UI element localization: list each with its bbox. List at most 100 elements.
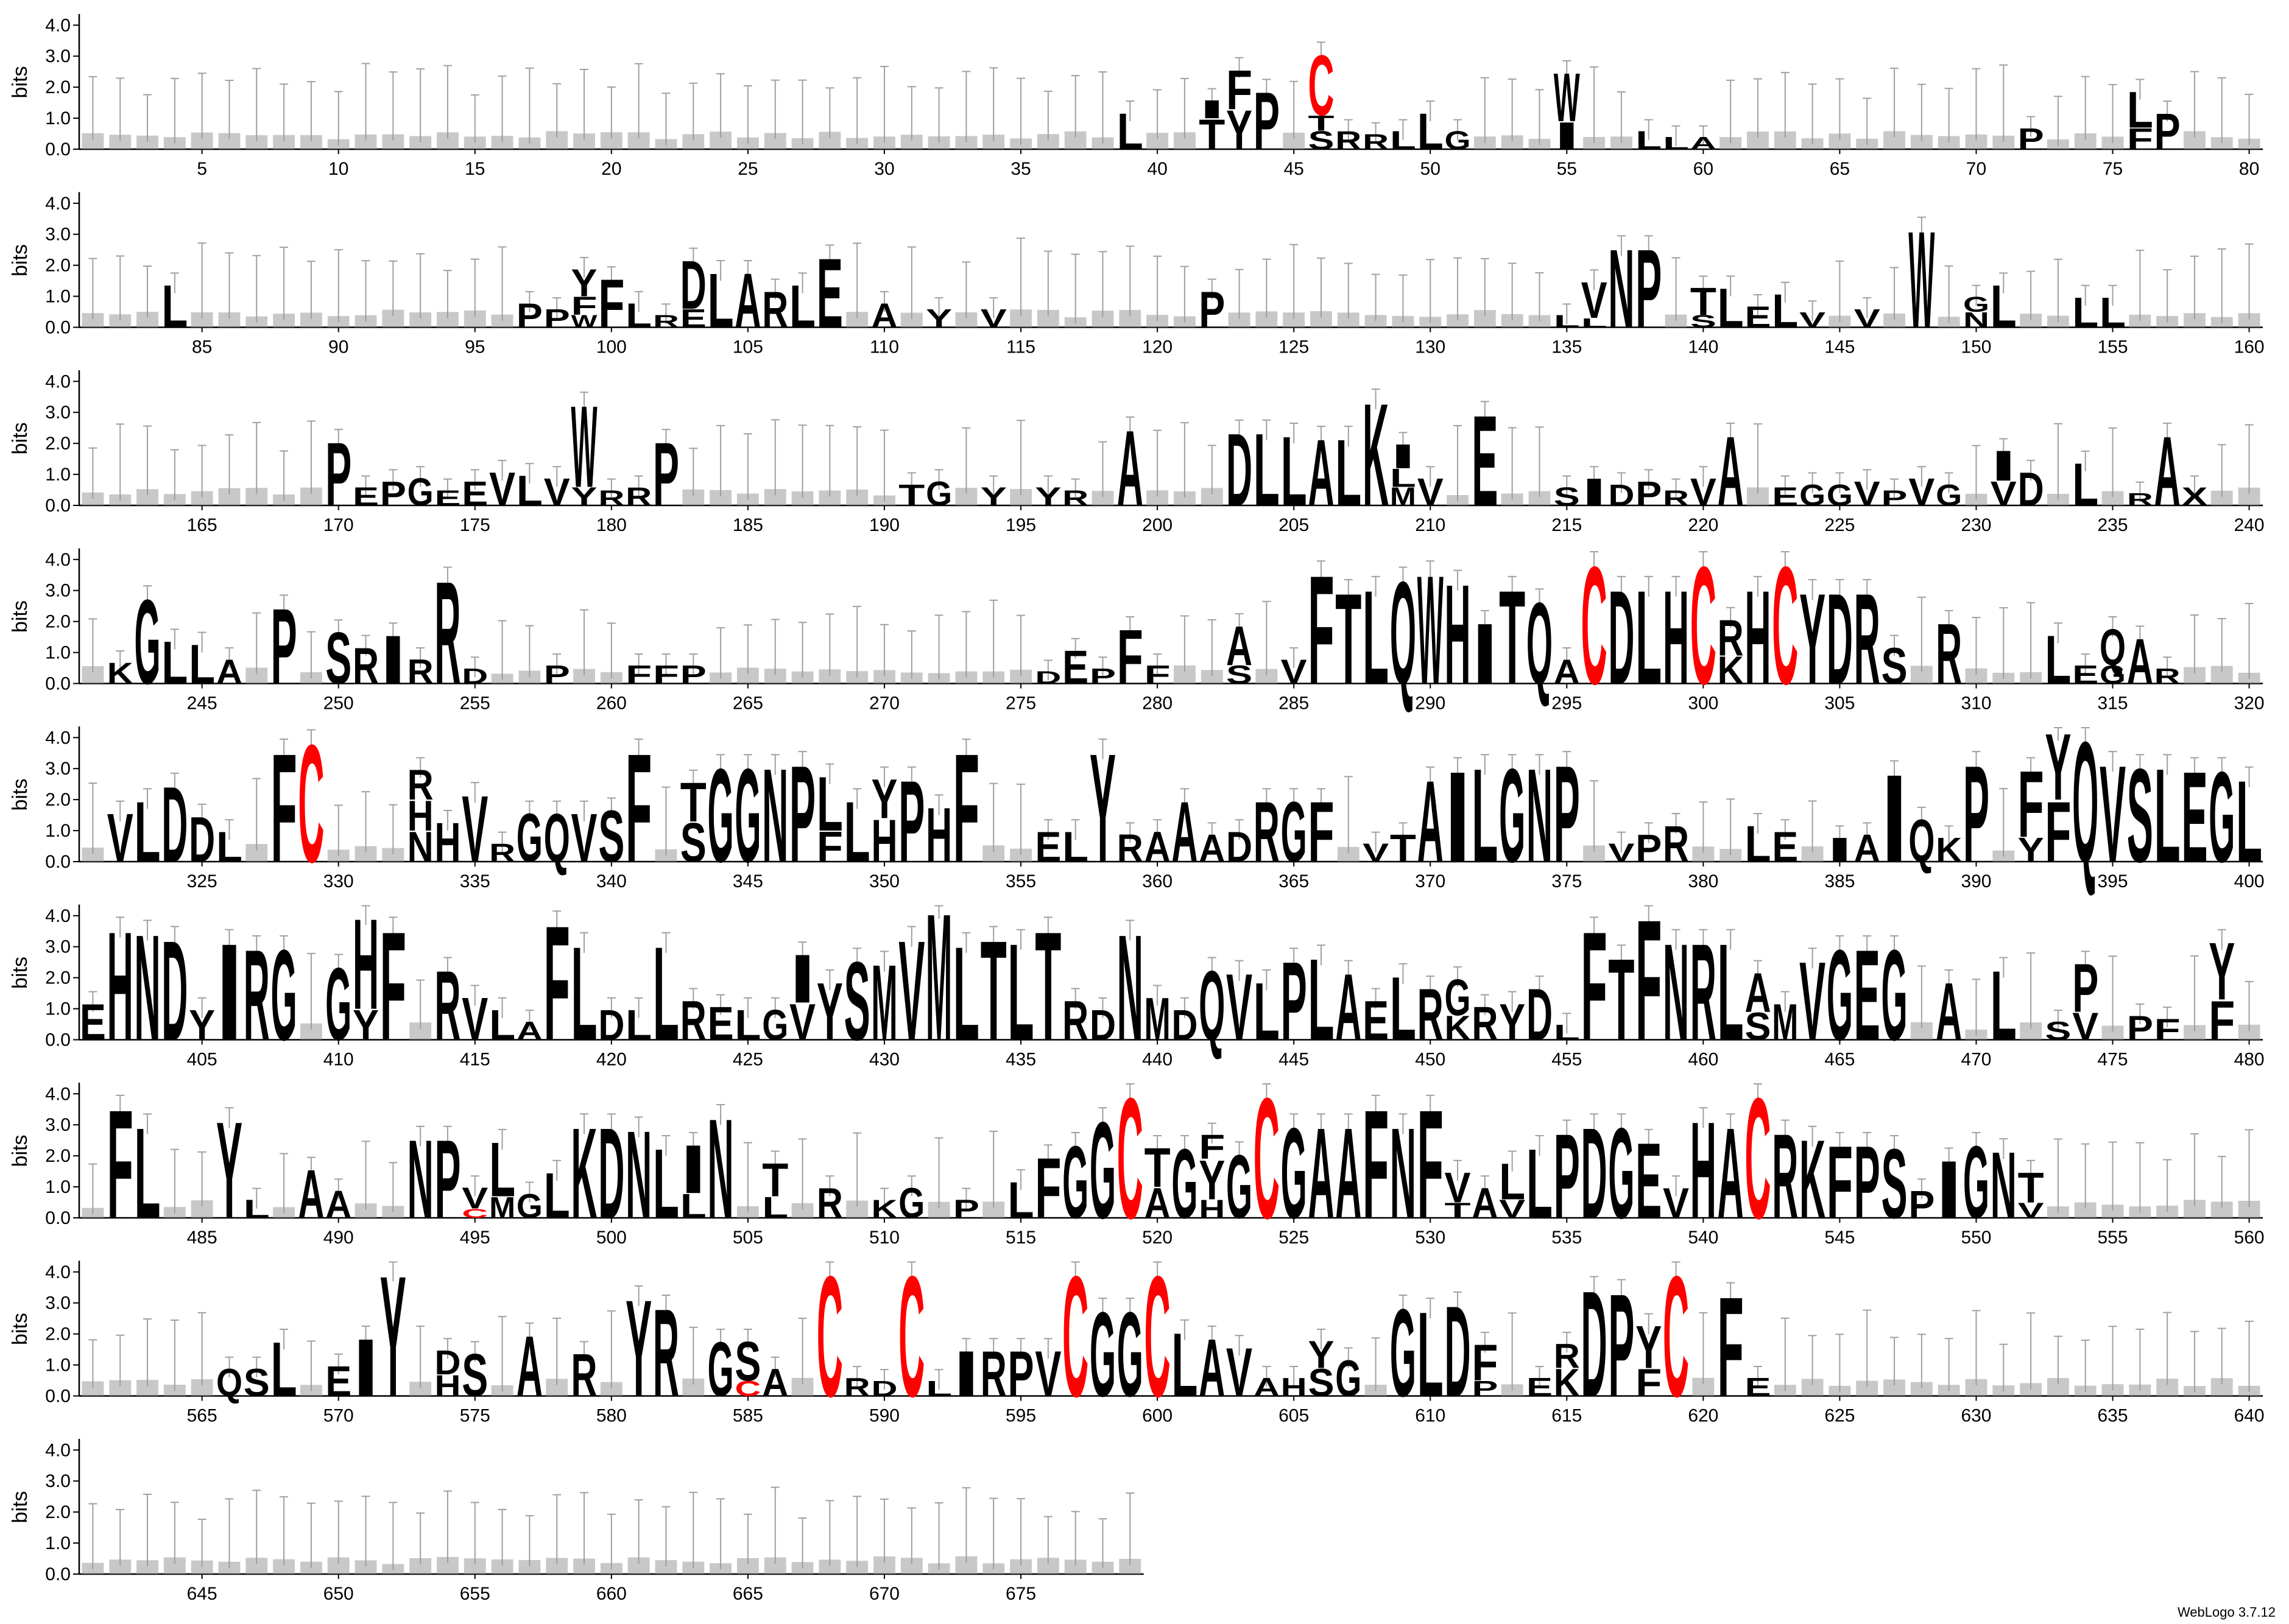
logo-letter: F: [1472, 1334, 1498, 1391]
low-info-stack: [2101, 491, 2124, 505]
logo-letter: P: [953, 1195, 979, 1224]
logo-letter: A: [216, 653, 242, 691]
logo-letter: W: [1554, 60, 1580, 137]
logo-letter: G: [2100, 661, 2126, 689]
low-info-stack: [1119, 1559, 1141, 1574]
low-info-stack: [109, 1380, 132, 1396]
logo-letter: A: [1472, 1179, 1498, 1227]
y-tick-label: 4.0: [45, 728, 71, 748]
y-tick-label: 2.0: [45, 612, 71, 632]
low-info-stack: [1938, 136, 1960, 149]
low-info-stack: [1829, 133, 1851, 149]
low-info-stack: [1965, 1029, 1987, 1040]
low-info-stack: [327, 1557, 350, 1574]
low-info-stack: [191, 1560, 213, 1574]
logo-letter: T: [1335, 567, 1361, 711]
logo-letter: E: [2072, 661, 2098, 689]
x-tick-label: 495: [460, 1228, 490, 1248]
logo-letter: D: [1581, 1259, 1607, 1428]
logo-letter: S: [1308, 127, 1334, 155]
logo-letter: C: [1062, 1240, 1088, 1433]
low-info-stack: [655, 1560, 677, 1574]
low-info-stack: [1938, 317, 1960, 328]
logo-letter: L: [1581, 316, 1607, 331]
logo-letter: P: [2018, 122, 2044, 156]
low-info-stack: [1965, 668, 1987, 684]
low-info-stack: [1473, 310, 1496, 328]
low-info-stack: [163, 494, 186, 505]
low-info-stack: [928, 1201, 950, 1218]
low-info-stack: [491, 1559, 513, 1574]
low-info-stack: [600, 1382, 623, 1396]
logo-letter: Y: [981, 483, 1007, 511]
logo-letter: V: [2100, 737, 2126, 891]
logo-letter: L: [189, 633, 215, 696]
logo-letter: F: [1308, 543, 1334, 717]
logo-letter: V: [898, 912, 925, 1070]
logo-letter: R: [1363, 130, 1389, 153]
x-tick-label: 375: [1551, 871, 1582, 891]
logo-letter: H: [434, 811, 460, 874]
logo-letter: P: [325, 423, 351, 525]
low-info-stack: [2020, 672, 2042, 684]
x-tick-label: 525: [1279, 1228, 1309, 1248]
low-info-stack: [955, 671, 978, 684]
low-info-stack: [1010, 669, 1032, 684]
y-tick-label: 1.0: [45, 465, 71, 485]
logo-letter: L: [1499, 1153, 1525, 1211]
x-tick-label: 240: [2234, 515, 2265, 535]
logo-letter: G: [1171, 1128, 1197, 1239]
logo-letter: L: [735, 1002, 761, 1049]
y-tick-label: 3.0: [45, 1471, 71, 1491]
logo-letter: L: [2127, 81, 2153, 139]
low-info-stack: [1146, 315, 1169, 328]
low-info-stack: [819, 132, 841, 149]
logo-letter: V: [1281, 653, 1307, 691]
low-info-stack: [1037, 309, 1059, 328]
logo-letter: T: [1445, 1198, 1471, 1222]
logo-letter: E: [353, 483, 379, 511]
low-info-stack: [873, 1556, 895, 1574]
low-info-stack: [163, 1557, 186, 1574]
low-info-stack: [1173, 132, 1196, 149]
logo-letter: F: [1718, 1268, 1744, 1427]
logo-letter: K: [571, 1101, 598, 1245]
logo-letter: A: [1308, 420, 1334, 526]
logo-letter: F: [2045, 783, 2071, 880]
logo-letter: Y: [2209, 926, 2235, 1017]
logo-letter: L: [271, 1326, 297, 1413]
low-info-stack: [2020, 1022, 2042, 1040]
logo-letter: G: [708, 740, 734, 890]
logo-letter: H: [926, 791, 952, 878]
logo-letter: P: [1882, 486, 1908, 510]
x-tick-label: 650: [323, 1584, 354, 1604]
x-tick-label: 505: [733, 1228, 763, 1248]
low-info-stack: [1010, 848, 1032, 862]
x-tick-label: 630: [1961, 1406, 1991, 1426]
x-tick-label: 420: [596, 1050, 627, 1070]
y-tick-label: 4.0: [45, 1084, 71, 1104]
logo-letter: L: [1117, 102, 1143, 160]
low-info-stack: [1665, 314, 1687, 328]
low-info-stack: [382, 134, 404, 149]
x-tick-label: 285: [1279, 694, 1309, 714]
low-info-stack: [136, 312, 158, 328]
low-info-stack: [600, 1562, 623, 1574]
logo-letter: G: [1827, 923, 1853, 1067]
low-info-stack: [710, 1563, 732, 1574]
logo-letter: Q: [1390, 550, 1416, 715]
y-tick-label: 1.0: [45, 108, 71, 128]
logo-letter: L: [1254, 966, 1280, 1057]
x-tick-label: 145: [1824, 337, 1855, 357]
low-info-stack: [82, 847, 104, 862]
low-info-stack: [846, 671, 869, 684]
low-info-stack: [1364, 1385, 1387, 1396]
x-tick-label: 395: [2098, 871, 2128, 891]
low-info-stack: [1774, 1385, 1796, 1396]
logo-letter: R: [626, 483, 652, 511]
low-info-stack: [2047, 139, 2069, 149]
x-tick-label: 465: [1824, 1050, 1855, 1070]
logo-letter: E: [680, 304, 707, 333]
logo-letter: P: [680, 661, 707, 689]
